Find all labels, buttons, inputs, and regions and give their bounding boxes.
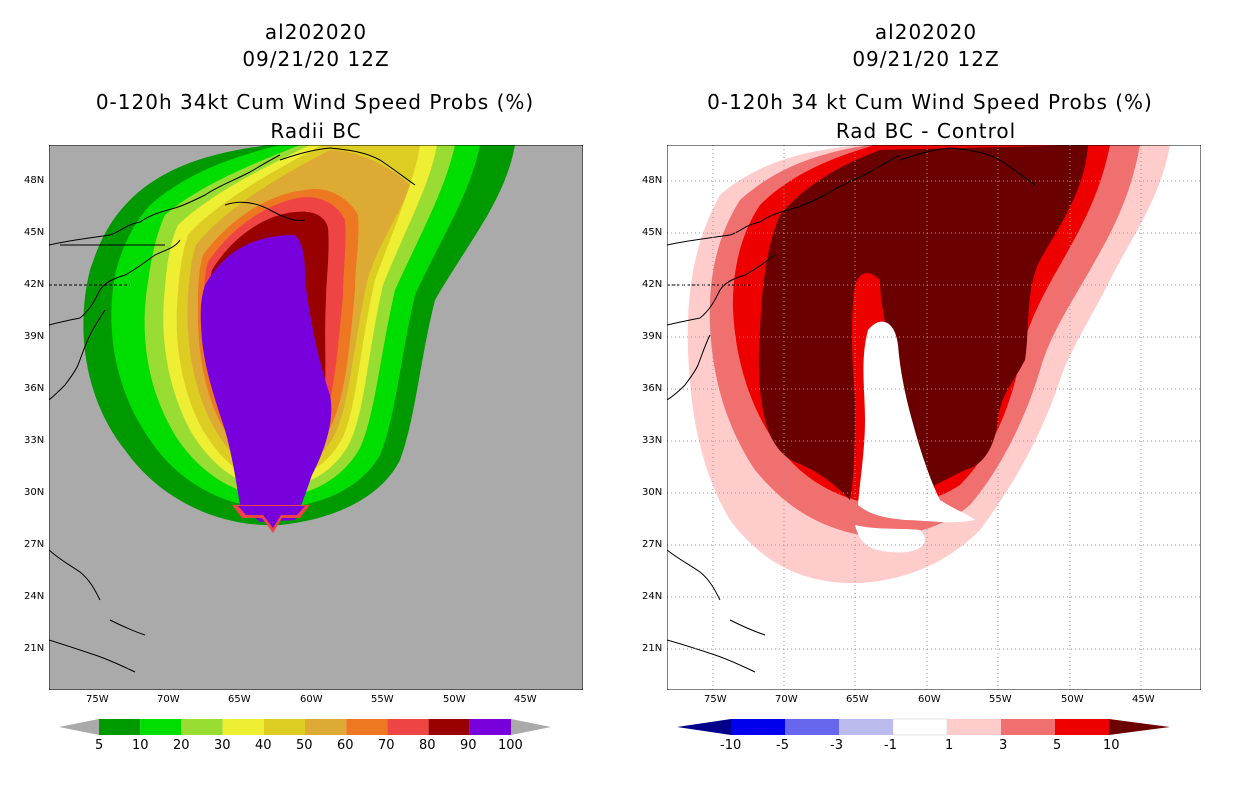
- right-map: [667, 145, 1201, 690]
- left-lat-21n: 21N: [24, 643, 45, 654]
- right-cb-label-5: 5: [1053, 738, 1062, 753]
- right-lat-21n: 21N: [642, 643, 663, 654]
- right-lat-48n: 48N: [642, 175, 663, 186]
- right-lat-39n: 39N: [642, 331, 663, 342]
- left-datetime: 09/21/20 12Z: [242, 47, 390, 71]
- left-lat-45n: 45N: [24, 227, 45, 238]
- right-lon-55w: 55W: [989, 694, 1012, 705]
- right-lon-45w: 45W: [1132, 694, 1155, 705]
- right-cb-label-m10: -10: [720, 738, 742, 753]
- left-contour-90: [200, 235, 332, 522]
- left-lat-48n: 48N: [24, 175, 45, 186]
- left-cb-label-60: 60: [337, 738, 354, 753]
- left-colorbar-bin: [222, 719, 264, 735]
- right-colorbar-bin: [731, 719, 785, 735]
- left-lon-75w: 75W: [86, 694, 109, 705]
- left-cb-label-40: 40: [255, 738, 272, 753]
- right-cb-label-m5: -5: [776, 738, 789, 753]
- left-colorbar: [59, 719, 551, 735]
- left-lat-42n: 42N: [24, 279, 45, 290]
- right-lat-36n: 36N: [642, 383, 663, 394]
- left-colorbar-bin: [305, 719, 347, 735]
- right-colorbar-bin: [892, 718, 948, 736]
- left-title: 0-120h 34kt Cum Wind Speed Probs (%): [95, 90, 535, 114]
- right-datetime: 09/21/20 12Z: [852, 47, 1000, 71]
- right-lat-27n: 27N: [642, 539, 663, 550]
- left-colorbar-bin: [99, 719, 141, 735]
- right-cb-label-10: 10: [1103, 738, 1120, 753]
- right-lon-75w: 75W: [704, 694, 727, 705]
- right-colorbar-bin: [1055, 719, 1109, 735]
- left-cb-label-30: 30: [214, 738, 231, 753]
- left-colorbar-bin: [140, 719, 182, 735]
- left-cb-label-10: 10: [132, 738, 149, 753]
- left-cb-label-100: 100: [498, 738, 523, 753]
- left-lon-65w: 65W: [228, 694, 251, 705]
- left-colorbar-bin: [181, 719, 223, 735]
- right-contour-10: [758, 145, 1088, 500]
- left-storm-id: al202020: [264, 20, 368, 44]
- left-colorbar-bin: [428, 719, 470, 735]
- left-lat-30n: 30N: [24, 487, 45, 498]
- right-lat-45n: 45N: [642, 227, 663, 238]
- right-lat-24n: 24N: [642, 591, 663, 602]
- right-colorbar: [677, 718, 1170, 736]
- left-colorbar-bin: [469, 719, 511, 735]
- left-lat-27n: 27N: [24, 539, 45, 550]
- right-lon-60w: 60W: [918, 694, 941, 705]
- left-lat-39n: 39N: [24, 331, 45, 342]
- left-lat-36n: 36N: [24, 383, 45, 394]
- right-lon-65w: 65W: [846, 694, 869, 705]
- right-storm-id: al202020: [874, 20, 978, 44]
- left-cb-label-90: 90: [460, 738, 477, 753]
- left-cb-label-70: 70: [378, 738, 395, 753]
- left-cb-label-80: 80: [419, 738, 436, 753]
- right-lat-30n: 30N: [642, 487, 663, 498]
- left-map: [49, 145, 583, 690]
- left-cb-label-20: 20: [173, 738, 190, 753]
- right-title: 0-120h 34 kt Cum Wind Speed Probs (%): [707, 90, 1153, 114]
- right-contour-neutral: [858, 321, 975, 523]
- right-lon-70w: 70W: [775, 694, 798, 705]
- left-cb-label-5: 5: [95, 738, 104, 753]
- right-cb-label-1: 1: [945, 738, 954, 753]
- left-lon-50w: 50W: [443, 694, 466, 705]
- right-lat-33n: 33N: [642, 435, 663, 446]
- right-lat-42n: 42N: [642, 279, 663, 290]
- left-colorbar-bin: [387, 719, 429, 735]
- left-colorbar-bin: [346, 719, 388, 735]
- left-lat-33n: 33N: [24, 435, 45, 446]
- left-lon-45w: 45W: [514, 694, 537, 705]
- right-subtitle: Rad BC - Control: [835, 119, 1017, 143]
- left-lon-60w: 60W: [300, 694, 323, 705]
- left-lat-24n: 24N: [24, 591, 45, 602]
- right-colorbar-bin: [947, 719, 1001, 735]
- left-subtitle: Radii BC: [270, 119, 362, 143]
- left-colorbar-bin: [263, 719, 305, 735]
- right-cb-label-m1: -1: [884, 738, 897, 753]
- right-cb-label-3: 3: [999, 738, 1008, 753]
- right-lon-50w: 50W: [1061, 694, 1084, 705]
- left-lon-55w: 55W: [371, 694, 394, 705]
- left-cb-label-50: 50: [296, 738, 313, 753]
- right-colorbar-bin: [785, 719, 839, 735]
- right-colorbar-bin: [1001, 719, 1055, 735]
- left-lon-70w: 70W: [157, 694, 180, 705]
- right-cb-label-m3: -3: [830, 738, 843, 753]
- right-colorbar-bin: [839, 719, 893, 735]
